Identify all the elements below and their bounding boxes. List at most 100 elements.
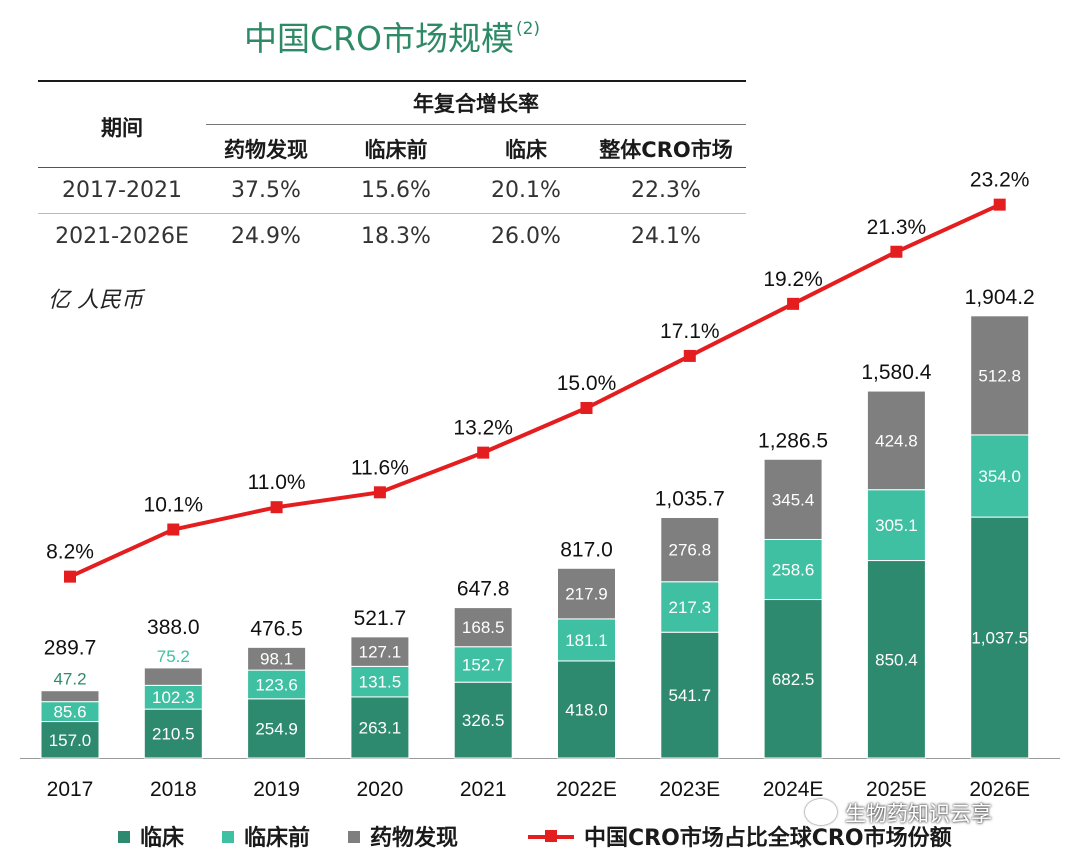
- bar-value-label: 217.3: [669, 598, 712, 617]
- column-header: 药物发现: [224, 138, 308, 162]
- x-tick-label: 2022E: [556, 778, 617, 801]
- column-header: 临床前: [364, 138, 428, 162]
- bar-segment: [453, 681, 513, 759]
- bar-segment: [970, 516, 1030, 759]
- legend-label: 临床: [140, 826, 185, 851]
- legend-label: 临床前: [244, 826, 311, 851]
- bar-segment: [453, 607, 513, 648]
- x-tick-label: 2020: [357, 778, 404, 801]
- bar-value-label: 157.0: [49, 731, 92, 750]
- legend-item-discovery: 药物发现: [348, 820, 458, 852]
- legend-label: 药物发现: [370, 826, 459, 851]
- chart-title: 中国CRO市场规模 (2): [244, 19, 541, 58]
- bar-segment: [143, 708, 203, 759]
- bar-total-label: 817.0: [560, 538, 613, 561]
- table-cell: 24.1%: [631, 224, 701, 249]
- table-rule: [38, 80, 746, 82]
- bar-segment: [970, 315, 1030, 436]
- share-point: [993, 198, 1006, 211]
- x-tick-label: 2021: [460, 778, 507, 801]
- table-cell: 22.3%: [631, 178, 701, 203]
- table-cell: 26.0%: [491, 224, 561, 249]
- share-point: [477, 446, 490, 459]
- share-label: 21.3%: [867, 216, 927, 239]
- bar-value-label: 541.7: [669, 686, 712, 705]
- bar-segment: [763, 458, 823, 540]
- share-label: 15.0%: [557, 372, 617, 395]
- bar-segment: [970, 434, 1030, 518]
- x-tick-label: 2025E: [866, 778, 927, 801]
- bar-value-label: 850.4: [875, 650, 918, 669]
- table-cell: 24.9%: [231, 224, 301, 249]
- bar-segment: [557, 567, 616, 620]
- bar-total-label: 521.7: [354, 607, 407, 630]
- bar-value-label: 217.9: [565, 585, 608, 604]
- bar-value-label: 276.8: [669, 541, 712, 560]
- row-period: 2017-2021: [62, 178, 182, 203]
- bar-total-label: 289.7: [44, 637, 97, 660]
- legend: 临床 临床前 药物发现 中国CRO市场占比全球CRO市场份额: [0, 816, 1080, 856]
- share-point: [787, 297, 800, 310]
- bar-segment: [763, 538, 823, 601]
- legend-swatch: [348, 831, 360, 843]
- bar-value-label: 263.1: [359, 718, 402, 737]
- bar-segment: [247, 669, 307, 700]
- bar-value-label: 210.5: [152, 725, 195, 744]
- bar-value-label: 1,037.5: [971, 629, 1028, 648]
- bar-value-label: 168.5: [462, 618, 505, 637]
- share-point: [580, 402, 593, 414]
- bar-value-label: 354.0: [978, 467, 1021, 486]
- bar-segment: [660, 631, 720, 759]
- bar-total-label: 647.8: [457, 578, 510, 601]
- bar-total-label: 1,904.2: [965, 286, 1035, 309]
- legend-line-swatch: [528, 830, 574, 842]
- table-rule: [38, 167, 746, 168]
- x-tick-label: 2018: [150, 778, 197, 801]
- bar-value-label: 258.6: [772, 561, 815, 580]
- table-cell: 37.5%: [231, 178, 301, 203]
- bar-segment: [40, 690, 100, 703]
- legend-swatch: [118, 831, 130, 843]
- wechat-icon: [805, 799, 837, 825]
- watermark: 生物药知识云享: [805, 798, 992, 828]
- share-label: 13.2%: [453, 417, 513, 440]
- bar-value-label: 418.0: [565, 700, 608, 719]
- bar-segment: [350, 636, 410, 667]
- title-footnote: (2): [515, 19, 541, 39]
- share-line: [69, 202, 1001, 579]
- legend-item-preclinical: 临床前: [222, 820, 310, 852]
- bar-value-label: 102.3: [152, 688, 195, 707]
- x-tick-label: 2023E: [659, 778, 720, 801]
- bar-segment: [557, 660, 616, 759]
- share-point: [890, 245, 903, 258]
- bar-value-label: 85.6: [53, 703, 86, 722]
- share-label: 11.6%: [351, 456, 409, 479]
- share-point: [167, 523, 180, 536]
- bar-segment: [143, 667, 203, 686]
- bar-segment: [350, 696, 410, 759]
- column-header: 整体CRO市场: [599, 138, 733, 162]
- table-cell: 18.3%: [361, 224, 431, 249]
- bar-value-label: 345.4: [772, 490, 815, 509]
- bar-segment: [866, 489, 926, 562]
- bar-value-label: 47.2: [53, 670, 86, 689]
- bar-value-label: 305.1: [875, 516, 918, 535]
- column-header: 临床: [505, 138, 547, 162]
- bar-value-label: 326.5: [462, 711, 505, 730]
- legend-item-share: 中国CRO市场占比全球CRO市场份额: [528, 820, 952, 852]
- bar-value-label: 181.1: [565, 631, 608, 650]
- table-cell: 20.1%: [491, 178, 561, 203]
- unit-label: 亿 人民币: [48, 288, 143, 313]
- share-label: 23.2%: [970, 169, 1030, 192]
- share-label: 8.2%: [46, 541, 94, 564]
- share-label: 17.1%: [660, 320, 720, 343]
- bar-value-label: 127.1: [359, 643, 402, 662]
- bar-value-label: 254.9: [255, 719, 298, 738]
- table-rule: [206, 124, 746, 125]
- bar-total-label: 476.5: [250, 617, 303, 640]
- bar-segment: [763, 599, 823, 759]
- bar-total-label: 1,580.4: [861, 361, 931, 384]
- share-point: [683, 349, 696, 362]
- share-label: 11.0%: [248, 471, 306, 494]
